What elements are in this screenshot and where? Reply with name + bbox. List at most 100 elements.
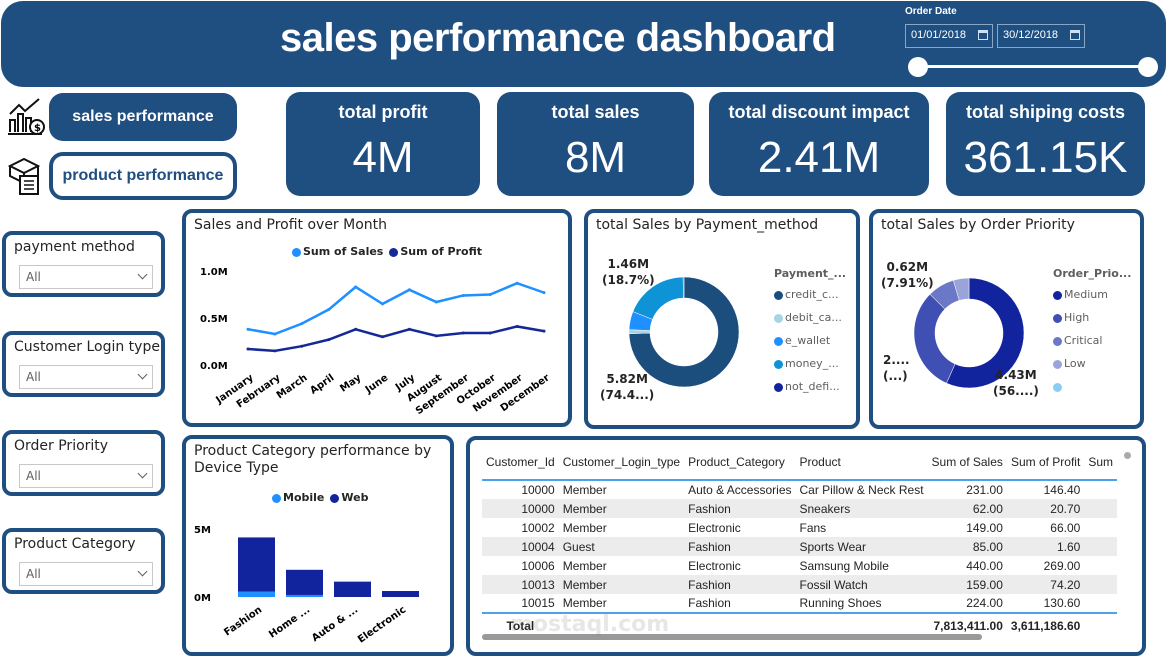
column-header[interactable]: Customer_Login_type [558,444,685,481]
data-point[interactable] [407,327,411,331]
bar-web[interactable] [238,537,275,592]
donut-slice[interactable] [946,277,1025,389]
chevron-down-icon [137,369,148,380]
date-from-value: 01/01/2018 [911,29,967,41]
priority-donut-chart [913,277,1025,389]
legend-item[interactable]: debit_ca... [774,311,842,324]
legend-item[interactable]: Low [1053,357,1086,370]
bar-web[interactable] [382,591,419,597]
legend-item[interactable]: e_wallet [774,334,830,347]
column-header[interactable]: Product_Category [684,444,796,481]
data-point[interactable] [542,291,546,295]
x-tick-label: June [363,372,391,396]
data-point[interactable] [381,335,385,339]
table-row[interactable]: 10000 Member Auto & Accessories Car Pillow … [482,480,1117,499]
date-range-slider[interactable] [918,65,1148,68]
column-header[interactable]: Sum of Sales [927,444,1007,481]
donut-slice[interactable] [628,276,740,388]
bar-mobile[interactable] [238,591,275,597]
series-line-sales[interactable] [247,281,545,336]
priority-donut-panel: total Sales by Order Priority 0.62M (7.91… [869,209,1144,429]
slider-start-handle[interactable] [908,57,928,77]
order-priority-dropdown[interactable]: All [19,464,153,488]
donut-slice[interactable] [682,276,685,299]
horizontal-scrollbar[interactable] [482,634,982,640]
column-header[interactable]: Customer_Id [482,444,559,481]
data-point[interactable] [273,332,277,336]
data-point[interactable] [488,331,492,335]
donut-slice[interactable] [913,293,956,384]
series-line-profit[interactable] [247,325,545,353]
kpi-title: total profit [338,102,428,122]
data-point[interactable] [273,349,277,353]
legend-item[interactable]: Medium [1053,288,1108,301]
filter-label: Product Category [14,536,136,552]
data-point[interactable] [407,288,411,292]
data-point[interactable] [246,347,250,351]
legend-item[interactable]: not_defi... [774,380,840,393]
bar-mobile[interactable] [286,594,323,597]
table-cell: Member [562,520,607,535]
data-point[interactable] [434,334,438,338]
table-row[interactable]: 10000 Member Fashion Sneakers 62.00 20.70 [482,499,1117,518]
donut-slice[interactable] [952,277,970,301]
customer-login-dropdown[interactable]: All [19,365,153,389]
data-point[interactable] [354,285,358,289]
data-point[interactable] [515,324,519,328]
sales-performance-button[interactable]: sales performance [49,93,237,141]
data-point[interactable] [300,322,304,326]
table-cell: 224.00 [966,596,1003,610]
data-point[interactable] [354,327,358,331]
legend-dot-icon [1053,382,1062,392]
data-label-critical: 0.62M (7.91%) [881,260,934,290]
data-point[interactable] [515,281,519,285]
data-point[interactable] [542,329,546,333]
legend-item[interactable]: money_... [774,357,839,370]
payment-donut-panel: total Sales by Payment_method 1.46M (18.7… [584,209,860,429]
slider-end-handle[interactable] [1138,57,1158,77]
data-point[interactable] [327,308,331,312]
column-header[interactable]: Sum of Profit [1006,444,1085,481]
table-row[interactable]: 10002 Member Electronic Fans 149.00 66.00 [482,518,1117,537]
legend-profit[interactable]: Sum of Profit [389,245,482,258]
legend-item[interactable]: High [1053,311,1089,324]
data-point[interactable] [461,293,465,297]
bar-web[interactable] [334,581,371,597]
data-point[interactable] [300,344,304,348]
product-category-dropdown[interactable]: All [19,562,153,586]
table-row[interactable]: 10015 Member Fashion Running Shoes 224.00 130… [482,594,1117,613]
legend-item[interactable] [1053,380,1064,393]
data-point[interactable] [246,327,250,331]
legend-dot-icon [1053,336,1062,346]
bar-web[interactable] [286,569,323,595]
date-to-input[interactable]: 30/12/2018 [997,24,1085,48]
calendar-icon[interactable] [1070,30,1080,40]
legend-web[interactable]: Web [330,491,368,504]
data-point[interactable] [461,331,465,335]
calendar-icon[interactable] [978,30,988,40]
table-row[interactable]: 10004 Guest Fashion Sports Wear 85.00 1.60 [482,537,1117,556]
table-row[interactable]: 10006 Member Electronic Samsung Mobile 440.0… [482,556,1117,575]
table-cell: Member [558,499,685,518]
data-point[interactable] [327,338,331,342]
table-cell: Member [562,596,607,610]
column-header[interactable]: Product [795,444,928,481]
kpi-card-total-profit: total profit 4M [286,92,480,196]
payment-method-dropdown[interactable]: All [19,265,153,289]
table-cell: Electronic [688,558,741,573]
legend-mobile[interactable]: Mobile [272,491,324,504]
table-row[interactable]: 10013 Member Fashion Fossil Watch 159.00 74.2… [482,575,1117,594]
column-header[interactable]: Sum [1084,444,1117,481]
data-point[interactable] [381,302,385,306]
legend-item[interactable]: Critical [1053,334,1102,347]
legend-item[interactable]: credit_c... [774,288,839,301]
stacked-bar-chart: 0M 5M Fashion Home ...Auto & ...Electronic [194,525,419,646]
product-performance-button[interactable]: product performance [49,152,237,200]
table-cell: 1.60 [1006,537,1085,556]
data-point[interactable] [434,300,438,304]
kpi-card-discount-impact: total discount impact 2.41M [709,92,929,196]
data-point[interactable] [488,293,492,296]
vertical-scrollbar[interactable] [1124,452,1131,459]
legend-sales[interactable]: Sum of Sales [292,245,383,258]
date-from-input[interactable]: 01/01/2018 [905,24,993,48]
